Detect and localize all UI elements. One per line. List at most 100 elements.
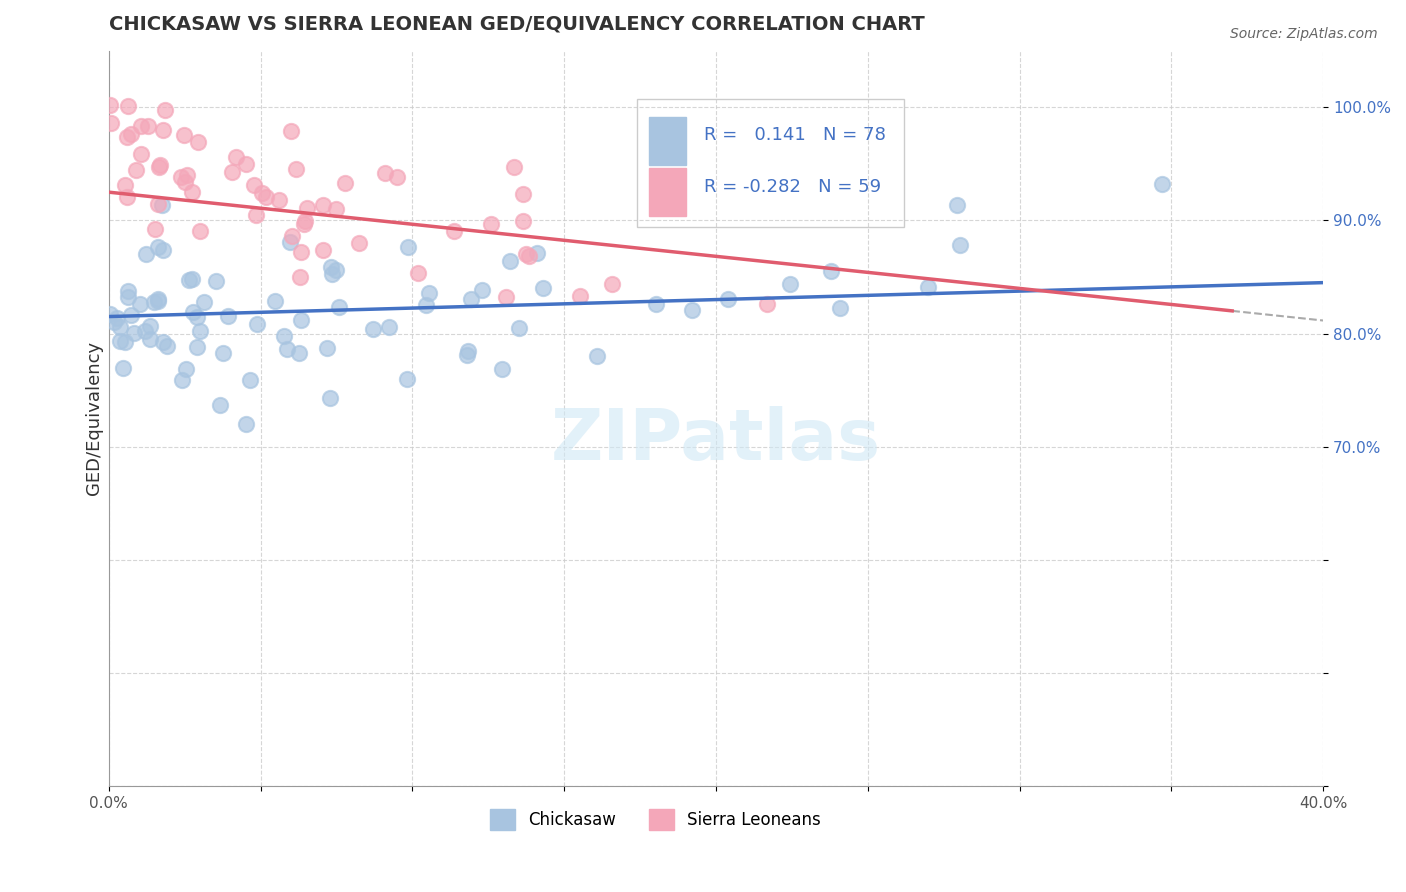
Point (319, 260, 342, 274)
Point (415, 298, 437, 312)
Point (460, 292, 482, 306)
Point (321, 268, 343, 282)
Point (170, 373, 193, 387)
Point (114, 334, 136, 349)
Point (146, 293, 169, 308)
Point (225, 150, 247, 164)
Point (328, 300, 350, 314)
Point (254, 190, 277, 204)
Point (290, 245, 312, 260)
Point (188, 324, 211, 338)
Point (103, 315, 125, 329)
Point (491, 362, 513, 376)
Point (149, 158, 172, 172)
Point (221, 164, 243, 178)
Point (105, 311, 128, 326)
Point (186, 310, 208, 325)
Point (235, 417, 257, 431)
Point (100, 116, 122, 130)
Point (333, 176, 356, 190)
Point (193, 294, 215, 309)
Text: Source: ZipAtlas.com: Source: ZipAtlas.com (1230, 27, 1378, 41)
Point (779, 277, 801, 292)
Point (644, 296, 666, 310)
Point (267, 193, 290, 207)
Point (174, 362, 197, 376)
Point (273, 329, 295, 343)
Point (374, 166, 396, 180)
Point (108, 320, 131, 334)
Point (361, 322, 384, 336)
Point (117, 289, 139, 303)
Point (143, 221, 166, 235)
Point (150, 198, 173, 212)
Point (246, 317, 269, 331)
Point (280, 124, 302, 138)
Point (148, 160, 170, 174)
Point (188, 224, 211, 238)
Point (112, 361, 135, 376)
Point (235, 157, 257, 171)
Point (152, 243, 174, 257)
Point (456, 348, 478, 362)
Point (176, 169, 198, 183)
Point (117, 98, 139, 112)
Point (512, 186, 534, 201)
Point (457, 344, 479, 359)
Point (148, 292, 170, 306)
Point (600, 277, 623, 292)
Point (280, 229, 302, 244)
Point (146, 240, 169, 254)
Point (479, 218, 502, 232)
Point (264, 294, 287, 309)
Point (187, 135, 209, 149)
Point (117, 285, 139, 299)
Point (294, 214, 316, 228)
Point (211, 345, 233, 359)
Point (312, 244, 335, 258)
Point (531, 281, 554, 295)
Point (115, 130, 138, 145)
Point (418, 285, 440, 300)
Point (98, 307, 121, 321)
Point (319, 391, 342, 405)
Point (508, 320, 530, 334)
Point (946, 198, 969, 212)
Point (129, 297, 152, 311)
Point (177, 273, 200, 287)
Point (755, 297, 778, 311)
Point (98, 98, 121, 112)
Point (181, 304, 204, 318)
Point (378, 320, 401, 334)
Point (396, 240, 419, 254)
Point (217, 309, 239, 323)
Point (681, 302, 703, 317)
Point (110, 334, 132, 348)
Point (288, 346, 311, 360)
Point (471, 283, 494, 297)
Point (828, 301, 851, 316)
Point (315, 341, 337, 355)
Point (181, 271, 204, 285)
Y-axis label: GED/Equivalency: GED/Equivalency (86, 342, 103, 495)
Point (152, 123, 174, 137)
Point (122, 326, 145, 340)
Point (138, 119, 160, 133)
Point (120, 308, 142, 322)
Point (503, 160, 526, 174)
Point (515, 247, 537, 261)
Point (325, 262, 347, 277)
Point (949, 237, 972, 252)
Point (276, 342, 298, 356)
Point (135, 247, 157, 261)
Point (115, 190, 138, 204)
Point (290, 312, 312, 326)
Point (387, 170, 409, 185)
Point (443, 224, 465, 238)
Point (526, 245, 548, 260)
Point (285, 162, 308, 177)
Point (139, 318, 162, 333)
Point (568, 289, 591, 303)
Point (586, 350, 609, 364)
Point (181, 185, 204, 199)
